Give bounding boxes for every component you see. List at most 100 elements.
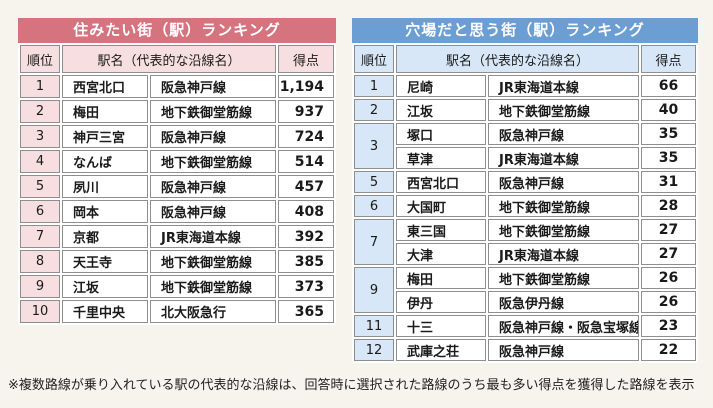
station-cell: 伊丹 <box>396 291 486 313</box>
line-cell: 地下鉄御堂筋線 <box>488 219 640 241</box>
table-row: 2 梅田 地下鉄御堂筋線 937 <box>20 100 334 123</box>
ranking-table: 順位 駅名（代表的な沿線名） 得点 1 尼崎 JR東海道本線 66 2 江坂 地… <box>352 43 698 363</box>
rank-cell: 7 <box>20 225 60 248</box>
table-row: 8 天王寺 地下鉄御堂筋線 385 <box>20 250 334 273</box>
rank-cell: 2 <box>20 100 60 123</box>
rank-cell: 4 <box>20 150 60 173</box>
score-cell: 26 <box>641 267 696 289</box>
table-row: 5 夙川 阪急神戸線 457 <box>20 175 334 198</box>
table-row: 9 江坂 地下鉄御堂筋線 373 <box>20 275 334 298</box>
station-cell: 十三 <box>396 315 486 337</box>
score-cell: 23 <box>641 315 696 337</box>
table-row: 5 西宮北口 阪急神戸線 31 <box>354 171 696 193</box>
table-row: 7 京都 JR東海道本線 392 <box>20 225 334 248</box>
rank-cell: 11 <box>354 315 394 337</box>
rank-column-header: 順位 <box>354 45 394 73</box>
table-row: 1 西宮北口 阪急神戸線 1,194 <box>20 75 334 98</box>
line-cell: JR東海道本線 <box>150 225 277 248</box>
table-row: 1 尼崎 JR東海道本線 66 <box>354 75 696 97</box>
station-cell: 京都 <box>62 225 148 248</box>
table-row: 12 武庫之荘 阪急神戸線 22 <box>354 339 696 361</box>
table-row: 3 塚口 阪急神戸線 35 <box>354 123 696 169</box>
line-cell: 地下鉄御堂筋線 <box>150 250 277 273</box>
score-cell: 27 <box>641 219 696 241</box>
rank-cell: 7 <box>354 219 394 265</box>
rank-cell: 1 <box>354 75 394 97</box>
score-cell: 27 <box>641 243 696 265</box>
station-cell: 西宮北口 <box>62 75 148 98</box>
score-cell: 35 <box>641 147 696 169</box>
footnote: ※複数路線が乗り入れている駅の代表的な沿線は、回答時に選択された路線のうち最も多… <box>8 378 695 393</box>
score-column-header: 得点 <box>641 45 696 73</box>
table-row: 7 東三国 地下鉄御堂筋線 27 <box>354 219 696 265</box>
station-column-header: 駅名（代表的な沿線名） <box>62 45 277 73</box>
station-cell: 大国町 <box>396 195 486 217</box>
station-cell: 天王寺 <box>62 250 148 273</box>
table-title: 穴場だと思う街（駅）ランキング <box>352 18 698 43</box>
rank-cell: 5 <box>20 175 60 198</box>
station-cell: 武庫之荘 <box>396 339 486 361</box>
line-cell: 阪急伊丹線 <box>488 291 640 313</box>
station-column-header: 駅名（代表的な沿線名） <box>396 45 640 73</box>
rank-column-header: 順位 <box>20 45 60 73</box>
line-cell: 阪急神戸線 <box>488 123 640 145</box>
station-cell: 夙川 <box>62 175 148 198</box>
line-cell: 阪急神戸線 <box>150 200 277 223</box>
line-cell: 阪急神戸線 <box>150 175 277 198</box>
rank-cell: 9 <box>20 275 60 298</box>
table-title: 住みたい街（駅）ランキング <box>18 18 336 43</box>
ranking-table: 順位 駅名（代表的な沿線名） 得点 1 西宮北口 阪急神戸線 1,194 2 梅… <box>18 43 336 325</box>
livable-town-ranking-table: 住みたい街（駅）ランキング 順位 駅名（代表的な沿線名） 得点 1 西宮北口 阪… <box>18 18 336 325</box>
table-row: 6 岡本 阪急神戸線 408 <box>20 200 334 223</box>
score-cell: 457 <box>278 175 334 198</box>
line-cell: JR東海道本線 <box>488 243 640 265</box>
line-cell: 阪急神戸線 <box>488 339 640 361</box>
score-cell: 385 <box>278 250 334 273</box>
line-cell: 北大阪急行 <box>150 300 277 323</box>
station-cell: 西宮北口 <box>396 171 486 193</box>
line-cell: 阪急神戸線・阪急宝塚線 <box>488 315 640 337</box>
station-cell: 神戸三宮 <box>62 125 148 148</box>
rank-cell: 10 <box>20 300 60 323</box>
table-row: 2 江坂 地下鉄御堂筋線 40 <box>354 99 696 121</box>
score-cell: 22 <box>641 339 696 361</box>
score-cell: 514 <box>278 150 334 173</box>
rank-cell: 12 <box>354 339 394 361</box>
score-cell: 408 <box>278 200 334 223</box>
score-cell: 35 <box>641 123 696 145</box>
station-cell: 東三国 <box>396 219 486 241</box>
line-cell: JR東海道本線 <box>488 147 640 169</box>
station-cell: 岡本 <box>62 200 148 223</box>
line-cell: 地下鉄御堂筋線 <box>150 100 277 123</box>
line-cell: JR東海道本線 <box>488 75 640 97</box>
line-cell: 阪急神戸線 <box>488 171 640 193</box>
table-row: 11 十三 阪急神戸線・阪急宝塚線 23 <box>354 315 696 337</box>
station-cell: 尼崎 <box>396 75 486 97</box>
hidden-gem-ranking-table: 穴場だと思う街（駅）ランキング 順位 駅名（代表的な沿線名） 得点 1 尼崎 J… <box>352 18 698 363</box>
station-cell: 千里中央 <box>62 300 148 323</box>
rank-cell: 6 <box>20 200 60 223</box>
rank-cell: 5 <box>354 171 394 193</box>
station-cell: 梅田 <box>396 267 486 289</box>
station-cell: 梅田 <box>62 100 148 123</box>
rank-cell: 3 <box>20 125 60 148</box>
table-row: 大津 JR東海道本線 27 <box>354 243 696 265</box>
score-cell: 724 <box>278 125 334 148</box>
header-row: 順位 駅名（代表的な沿線名） 得点 <box>354 45 696 73</box>
table-row: 草津 JR東海道本線 35 <box>354 147 696 169</box>
score-cell: 28 <box>641 195 696 217</box>
line-cell: 阪急神戸線 <box>150 125 277 148</box>
table-row: 3 神戸三宮 阪急神戸線 724 <box>20 125 334 148</box>
station-cell: 草津 <box>396 147 486 169</box>
line-cell: 地下鉄御堂筋線 <box>150 150 277 173</box>
station-cell: 江坂 <box>396 99 486 121</box>
table-row: 伊丹 阪急伊丹線 26 <box>354 291 696 313</box>
score-cell: 66 <box>641 75 696 97</box>
score-cell: 937 <box>278 100 334 123</box>
table-row: 10 千里中央 北大阪急行 365 <box>20 300 334 323</box>
rank-cell: 3 <box>354 123 394 169</box>
table-row: 4 なんば 地下鉄御堂筋線 514 <box>20 150 334 173</box>
score-cell: 365 <box>278 300 334 323</box>
score-cell: 40 <box>641 99 696 121</box>
table-row: 6 大国町 地下鉄御堂筋線 28 <box>354 195 696 217</box>
